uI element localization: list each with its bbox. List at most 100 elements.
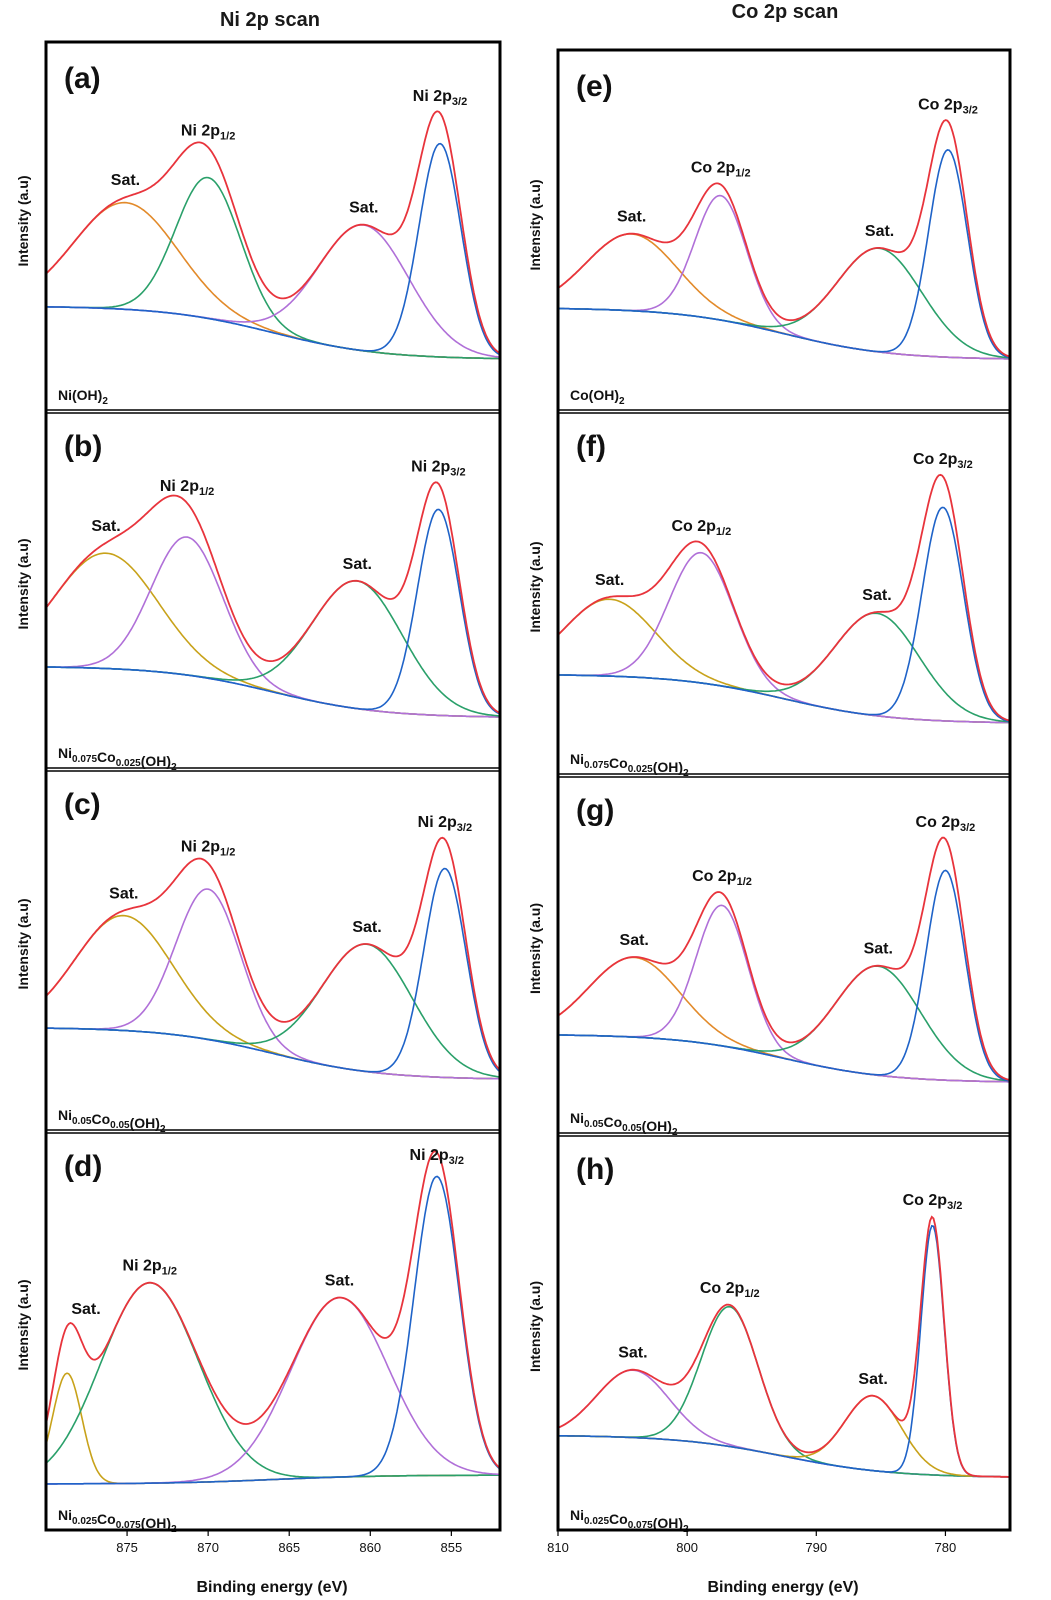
peak-label: Ni 2p3/2 (410, 1147, 464, 1167)
component-peak-3 (46, 1296, 501, 1485)
component-peak-1 (45, 914, 501, 1080)
peak-label: Sat. (865, 223, 894, 240)
component-peak-3 (46, 224, 501, 358)
x-tick-label: 870 (197, 1540, 219, 1555)
panel-letter: (f) (576, 430, 606, 463)
y-axis-label: Intensity (a.u) (527, 179, 543, 270)
peak-label: Ni 2p1/2 (123, 1258, 177, 1278)
peak-label: Sat. (71, 1301, 100, 1318)
component-peak-3 (558, 247, 1011, 359)
envelope-curve (557, 473, 1011, 722)
component-peak-4 (558, 506, 1011, 723)
peak-label: Sat. (858, 1371, 887, 1388)
x-tick-label: 860 (359, 1540, 381, 1555)
peak-label: Ni 2p1/2 (160, 478, 214, 498)
component-peak-1 (557, 233, 1010, 360)
panel-h: (h) Intensity (a.u) Sat. Co 2p1/2 Sat. Co 2p3… (527, 1153, 1010, 1555)
x-tick-label: 855 (441, 1540, 463, 1555)
peak-label: Sat. (91, 518, 120, 535)
peak-label: Co 2p3/2 (918, 96, 978, 116)
component-peak-4 (45, 867, 501, 1073)
panel-letter: (b) (64, 430, 102, 463)
envelope-curve (45, 110, 501, 355)
component-peak-1 (557, 598, 1011, 724)
sample-label: Ni0.025Co0.075(OH)2 (570, 1507, 689, 1535)
sample-label: Ni(OH)2 (58, 387, 108, 407)
left-frame (44, 40, 502, 1532)
component-peak-1 (557, 956, 1010, 1083)
right-frame (556, 48, 1012, 1532)
peak-label: Ni 2p3/2 (411, 458, 465, 478)
component-peak-4 (46, 508, 501, 715)
y-axis-label: Intensity (a.u) (15, 1279, 31, 1370)
peak-label: Co 2p1/2 (691, 160, 751, 180)
component-peak-2 (45, 1282, 500, 1479)
peak-label: Ni 2p3/2 (418, 814, 472, 834)
peak-label: Sat. (109, 885, 138, 902)
left-column-title: Ni 2p scan (220, 9, 320, 31)
peak-label: Co 2p3/2 (916, 814, 976, 834)
sample-label: Ni0.05Co0.05(OH)2 (570, 1110, 678, 1138)
envelope-curve (557, 1215, 1010, 1478)
component-peak-4 (558, 869, 1011, 1082)
y-axis-label: Intensity (a.u) (527, 541, 543, 632)
peak-label: Co 2p1/2 (700, 1280, 760, 1300)
right-x-axis-label: Binding energy (eV) (707, 1579, 858, 1596)
peak-label: Sat. (617, 209, 646, 226)
x-tick-label: 865 (278, 1540, 300, 1555)
x-tick-label: 780 (935, 1540, 957, 1555)
panel-g: (g) Intensity (a.u) Sat. Co 2p1/2 Sat. Co 2p3… (527, 794, 1011, 1138)
panel-letter: (g) (576, 794, 614, 827)
sample-label: Ni0.075Co0.025(OH)2 (570, 751, 689, 779)
panel-letter: (e) (576, 70, 613, 103)
peak-label: Co 2p1/2 (671, 518, 731, 538)
panel-f: (f) Intensity (a.u) Sat. Co 2p1/2 Sat. Co 2p3… (527, 430, 1011, 779)
envelope-curve (45, 481, 501, 714)
component-peak-4 (557, 1224, 1010, 1478)
peak-label: Sat. (620, 932, 649, 949)
x-tick-label: 800 (676, 1540, 698, 1555)
peak-label: Co 2p3/2 (913, 451, 973, 471)
peak-label: Ni 2p1/2 (181, 838, 235, 858)
peak-label: Ni 2p1/2 (181, 122, 235, 142)
component-peak-1 (45, 1372, 500, 1485)
peak-label: Sat. (618, 1345, 647, 1362)
peak-label: Ni 2p3/2 (413, 88, 467, 108)
component-peak-2 (557, 1305, 1010, 1478)
peak-label: Sat. (325, 1273, 354, 1290)
x-tick-label: 790 (805, 1540, 827, 1555)
panel-letter: (h) (576, 1153, 614, 1186)
y-axis-label: Intensity (a.u) (15, 898, 31, 989)
component-peak-2 (46, 176, 500, 360)
peak-label: Sat. (343, 556, 372, 573)
envelope-curve (45, 836, 501, 1071)
envelope-curve (45, 1150, 501, 1469)
component-peak-1 (557, 1369, 1010, 1478)
component-peak-1 (45, 201, 500, 360)
peak-label: Sat. (595, 572, 624, 589)
peak-label: Sat. (864, 941, 893, 958)
component-peak-4 (46, 1175, 501, 1485)
panel-b: (b) Intensity (a.u) Sat. Ni 2p1/2 Sat. Ni 2p3… (15, 430, 501, 773)
component-peak-2 (558, 551, 1011, 724)
sample-label: Ni0.05Co0.05(OH)2 (58, 1107, 166, 1135)
component-peak-4 (558, 149, 1011, 359)
panel-d: (d) Intensity (a.u) Sat. Ni 2p1/2 Sat. Ni 2p3… (15, 1147, 501, 1555)
envelope-curve (557, 119, 1011, 358)
sample-label: Ni0.075Co0.025(OH)2 (58, 745, 177, 773)
component-peak-3 (558, 965, 1011, 1082)
peak-label: Sat. (111, 172, 140, 189)
component-peak-4 (46, 142, 501, 356)
panel-letter: (d) (64, 1150, 102, 1183)
right-column-title: Co 2p scan (732, 1, 839, 23)
peak-label: Sat. (862, 587, 891, 604)
component-peak-3 (46, 579, 501, 717)
component-peak-2 (45, 888, 501, 1080)
panel-letter: (c) (64, 788, 101, 821)
y-axis-label: Intensity (a.u) (527, 1281, 543, 1372)
panels-group: (a) Intensity (a.u) Sat. Ni 2p1/2 Sat. Ni 2p3… (15, 62, 1011, 1555)
panel-a: (a) Intensity (a.u) Sat. Ni 2p1/2 Sat. Ni 2p3… (15, 62, 501, 414)
peak-label: Co 2p1/2 (692, 868, 752, 888)
component-peak-3 (45, 943, 501, 1078)
